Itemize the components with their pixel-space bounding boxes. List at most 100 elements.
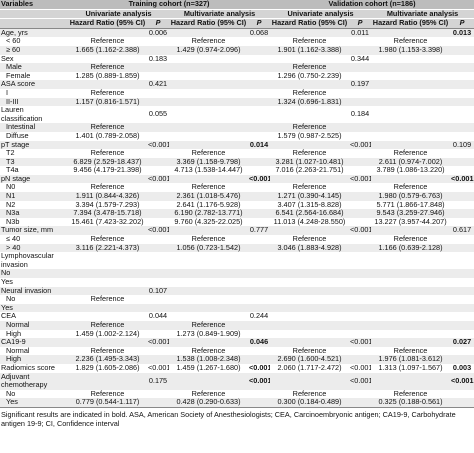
hr-cell bbox=[169, 72, 248, 81]
p-cell bbox=[349, 269, 371, 278]
table-row: ≥ 60 1.665 (1.162-2.388) 1.429 (0.974-2.09… bbox=[0, 45, 474, 55]
variable-cell: High bbox=[6, 329, 22, 338]
hr-cell: 11.013 (4.248-28.550) bbox=[273, 217, 346, 226]
hr-cell: Reference bbox=[292, 346, 327, 355]
variable-cell: pN stage bbox=[1, 174, 31, 183]
table-row: Yes bbox=[0, 303, 474, 313]
hr-cell bbox=[270, 80, 349, 89]
p-cell bbox=[450, 158, 474, 167]
p-cell: <0.001 bbox=[350, 338, 372, 347]
table-row: Sex 0.183 0.344 bbox=[0, 55, 474, 64]
p-cell: 0.013 bbox=[452, 28, 472, 37]
hr-cell: Reference bbox=[90, 320, 125, 329]
hr-cell bbox=[169, 287, 248, 296]
hr-cell bbox=[68, 269, 147, 278]
hr-cell: 1.911 (0.844-4.326) bbox=[75, 192, 140, 201]
p-cell bbox=[450, 312, 474, 321]
hr-cell bbox=[371, 304, 450, 313]
p-cell bbox=[450, 209, 474, 218]
p-cell bbox=[349, 235, 371, 244]
hr-cell bbox=[68, 226, 147, 235]
table-row: N0 Reference Reference Reference Reference bbox=[0, 183, 474, 192]
variable-cell: T3 bbox=[6, 157, 15, 166]
footnote: Significant results are indicated in bol… bbox=[1, 409, 456, 428]
table-row: Normal Reference Reference Reference Referen… bbox=[0, 347, 474, 356]
p-cell bbox=[349, 72, 371, 81]
p-cell: <0.001 bbox=[249, 375, 271, 385]
table-row: N1 1.911 (0.844-4.326) 2.361 (1.018-5.476)… bbox=[0, 192, 474, 201]
hr-cell bbox=[371, 175, 450, 184]
hr-cell: Reference bbox=[90, 183, 125, 192]
p-cell: 0.421 bbox=[148, 80, 168, 89]
variable-cell: No bbox=[1, 269, 11, 278]
hr-cell bbox=[371, 321, 450, 330]
hr-cell: Reference bbox=[292, 389, 327, 398]
variable-cell: Normal bbox=[6, 320, 30, 329]
variable-cell: N3b bbox=[6, 217, 20, 226]
header-hr: Hazard Ratio (95% CI) bbox=[68, 18, 147, 29]
variable-cell: CA19-9 bbox=[1, 338, 26, 347]
table-row: Diffuse 1.401 (0.789-2.058) 1.579 (0.987-2… bbox=[0, 132, 474, 141]
p-cell: 0.617 bbox=[452, 226, 472, 235]
variable-cell: Adjuvant chemotherapy bbox=[1, 372, 48, 390]
hr-cell bbox=[169, 304, 248, 313]
hr-cell: 1.980 (1.153-3.398) bbox=[378, 45, 443, 54]
hr-cell: 1.273 (0.849-1.909) bbox=[176, 329, 241, 338]
p-cell bbox=[248, 398, 270, 407]
hr-cell: Reference bbox=[292, 235, 327, 244]
table-row: T4a 9.456 (4.179-21.398) 4.713 (1.538-14.4… bbox=[0, 166, 474, 175]
p-cell bbox=[147, 89, 169, 98]
p-cell bbox=[450, 330, 474, 339]
hr-cell: Reference bbox=[191, 320, 226, 329]
hr-cell: Reference bbox=[90, 295, 125, 304]
hr-cell bbox=[270, 304, 349, 313]
p-cell: <0.001 bbox=[148, 174, 169, 183]
p-cell bbox=[349, 37, 371, 46]
hr-cell: 1.459 (1.002-2.124) bbox=[75, 329, 140, 338]
hr-cell bbox=[68, 80, 147, 89]
hr-cell: Reference bbox=[90, 149, 125, 158]
table-row: Lymphovascular invasion bbox=[0, 252, 474, 269]
hr-cell: Reference bbox=[191, 235, 226, 244]
variable-cell: No bbox=[6, 295, 16, 304]
p-cell: 0.003 bbox=[452, 363, 472, 372]
hr-cell bbox=[371, 226, 450, 235]
p-cell bbox=[349, 158, 371, 167]
p-cell bbox=[450, 106, 474, 123]
hr-cell: 1.901 (1.162-3.388) bbox=[277, 45, 342, 54]
hr-cell: 1.296 (0.750-2.239) bbox=[277, 71, 342, 80]
hr-cell: Reference bbox=[90, 235, 125, 244]
header-p: P bbox=[256, 18, 262, 28]
p-cell bbox=[248, 63, 270, 72]
p-cell bbox=[147, 252, 169, 269]
hr-cell: 0.779 (0.544-1.117) bbox=[75, 398, 140, 407]
hr-cell: 3.394 (1.579-7.293) bbox=[75, 200, 140, 209]
hr-cell: 1.401 (0.789-2.058) bbox=[75, 131, 140, 140]
p-cell bbox=[450, 183, 474, 192]
hr-cell bbox=[270, 278, 349, 287]
hr-cell bbox=[169, 80, 248, 89]
p-cell bbox=[248, 192, 270, 201]
p-cell bbox=[147, 46, 169, 55]
p-cell bbox=[349, 201, 371, 210]
p-cell bbox=[349, 149, 371, 158]
p-cell bbox=[147, 192, 169, 201]
hr-cell: Reference bbox=[292, 149, 327, 158]
hr-cell bbox=[68, 287, 147, 296]
p-cell bbox=[349, 166, 371, 175]
hr-cell bbox=[270, 338, 349, 347]
p-cell bbox=[147, 269, 169, 278]
p-cell bbox=[450, 123, 474, 132]
hr-cell bbox=[270, 141, 349, 150]
hr-cell: 3.407 (1.315-8.828) bbox=[277, 200, 342, 209]
table-row: ≤ 40 Reference Reference Reference Reference bbox=[0, 235, 474, 244]
p-cell bbox=[349, 330, 371, 339]
hr-cell: 9.760 (4.325-22.025) bbox=[174, 217, 243, 226]
p-cell: <0.001 bbox=[249, 174, 271, 183]
results-table: Variables Training cohort (n=327) Validati… bbox=[0, 0, 474, 408]
p-cell bbox=[450, 201, 474, 210]
hr-cell bbox=[169, 252, 248, 269]
table-row: No bbox=[0, 269, 474, 278]
p-cell: <0.001 bbox=[148, 363, 169, 372]
p-cell bbox=[349, 89, 371, 98]
